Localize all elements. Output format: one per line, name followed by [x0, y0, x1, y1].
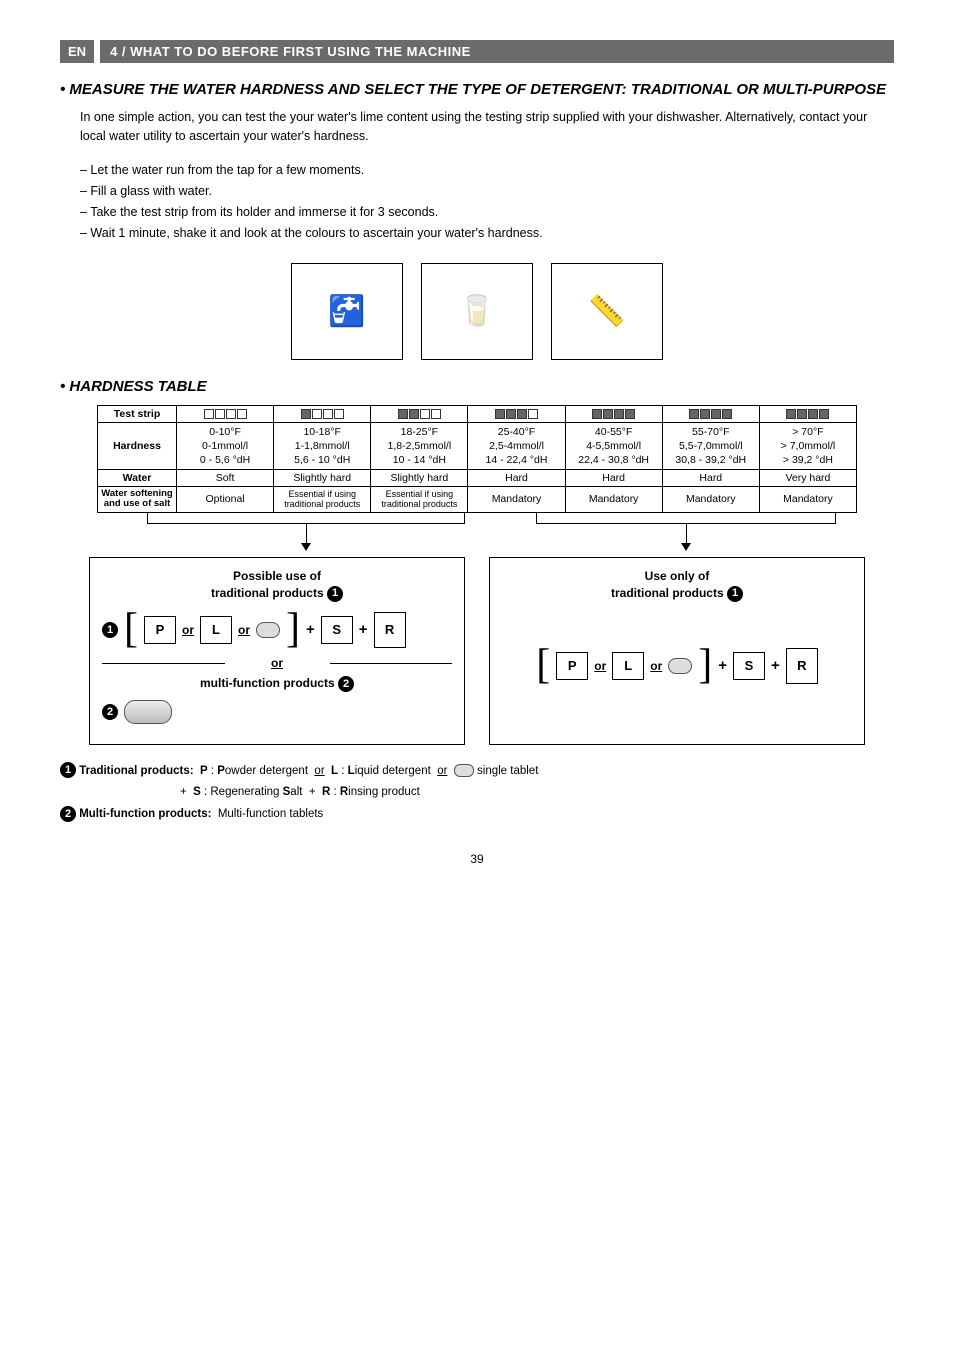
- circled-2-icon: 2: [60, 806, 76, 822]
- soft-cell: Essential if using traditional products: [371, 487, 468, 513]
- tap-icon: 🚰: [291, 263, 403, 360]
- soft-cell: Essential if using traditional products: [274, 487, 371, 513]
- table-row-softening: Water softening and use of salt Optional…: [98, 487, 857, 513]
- row-label: Water softening and use of salt: [98, 487, 177, 513]
- box-title: Possible use of traditional products 1: [102, 568, 452, 602]
- hardness-cell: 40-55°F4-5,5mmol/l22,4 - 30,8 °dH: [565, 422, 662, 470]
- section-header: EN 4 / WHAT TO DO BEFORE FIRST USING THE…: [60, 40, 894, 63]
- step: – Wait 1 minute, shake it and look at th…: [80, 223, 894, 244]
- circled-2-icon: 2: [338, 676, 354, 692]
- salt-icon: S: [733, 652, 765, 680]
- hardness-table: Test strip Hardness 0-10°F0-1mmol/l0 - 5…: [97, 405, 857, 513]
- row-label: Water: [98, 470, 177, 487]
- hardness-cell: 25-40°F2,5-4mmol/l14 - 22,4 °dH: [468, 422, 565, 470]
- strip-2: [371, 405, 468, 422]
- arrow-connectors: [97, 513, 857, 553]
- traditional-line: 1 [ P or L or ] + S + R: [102, 612, 452, 648]
- hardness-cell: 18-25°F1,8-2,5mmol/l10 - 14 °dH: [371, 422, 468, 470]
- tablet-icon: [256, 622, 280, 638]
- section-title-bar: 4 / WHAT TO DO BEFORE FIRST USING THE MA…: [100, 40, 894, 63]
- strip-3: [468, 405, 565, 422]
- salt-icon: S: [321, 616, 353, 644]
- traditional-line: [ P or L or ] + S + R: [502, 648, 852, 684]
- soft-cell: Mandatory: [468, 487, 565, 513]
- product-boxes: Possible use of traditional products 1 1…: [60, 557, 894, 745]
- or-text: or: [650, 659, 662, 673]
- step: – Take the test strip from its holder an…: [80, 202, 894, 223]
- plus-icon: +: [718, 657, 727, 674]
- or-text: or: [238, 623, 250, 637]
- circled-2-icon: 2: [102, 704, 118, 720]
- step: – Fill a glass with water.: [80, 181, 894, 202]
- soft-cell: Mandatory: [662, 487, 759, 513]
- measure-heading: • MEASURE THE WATER HARDNESS AND SELECT …: [60, 81, 894, 98]
- box-title: Use only of traditional products 1: [502, 568, 852, 602]
- hardness-heading: • HARDNESS TABLE: [60, 378, 894, 395]
- water-cell: Slightly hard: [274, 470, 371, 487]
- bracket-icon: [: [536, 649, 550, 683]
- water-cell: Hard: [565, 470, 662, 487]
- soft-cell: Optional: [177, 487, 274, 513]
- glass-icon: 🥛: [421, 263, 533, 360]
- strip-icon: 📏: [551, 263, 663, 360]
- circled-1-icon: 1: [327, 586, 343, 602]
- liquid-icon: L: [612, 652, 644, 680]
- hardness-cell: 0-10°F0-1mmol/l0 - 5,6 °dH: [177, 422, 274, 470]
- tablet-icon: [668, 658, 692, 674]
- soft-cell: Mandatory: [759, 487, 856, 513]
- illustration-row: 🚰 🥛 📏: [60, 263, 894, 360]
- or-text: or: [594, 659, 606, 673]
- hardness-cell: > 70°F> 7,0mmol/l> 39,2 °dH: [759, 422, 856, 470]
- use-only-box: Use only of traditional products 1 [ P o…: [489, 557, 865, 745]
- strip-5: [662, 405, 759, 422]
- bracket-icon: [: [124, 613, 138, 647]
- table-row-strip: Test strip: [98, 405, 857, 422]
- multi-line: 2: [102, 700, 452, 724]
- hardness-cell: 55-70°F5,5-7,0mmol/l30,8 - 39,2 °dH: [662, 422, 759, 470]
- intro-paragraph: In one simple action, you can test the y…: [80, 108, 894, 146]
- row-label: Hardness: [98, 422, 177, 470]
- step: – Let the water run from the tap for a f…: [80, 160, 894, 181]
- table-row-hardness: Hardness 0-10°F0-1mmol/l0 - 5,6 °dH 10-1…: [98, 422, 857, 470]
- strip-1: [274, 405, 371, 422]
- bracket-icon: ]: [698, 649, 712, 683]
- strip-6: [759, 405, 856, 422]
- multi-label: multi-function products 2: [102, 676, 452, 692]
- bracket-icon: ]: [286, 613, 300, 647]
- possible-use-box: Possible use of traditional products 1 1…: [89, 557, 465, 745]
- circled-1-icon: 1: [727, 586, 743, 602]
- steps-list: – Let the water run from the tap for a f…: [80, 160, 894, 245]
- water-cell: Very hard: [759, 470, 856, 487]
- plus-icon: +: [359, 621, 368, 638]
- page-number: 39: [60, 852, 894, 866]
- or-divider: or: [102, 656, 452, 670]
- water-cell: Soft: [177, 470, 274, 487]
- legend-line-2: + S : Regenerating Salt + R : Rinsing pr…: [180, 782, 894, 804]
- strip-4: [565, 405, 662, 422]
- or-text: or: [182, 623, 194, 637]
- powder-icon: P: [556, 652, 588, 680]
- water-cell: Hard: [662, 470, 759, 487]
- strip-0: [177, 405, 274, 422]
- table-row-water: Water Soft Slightly hard Slightly hard H…: [98, 470, 857, 487]
- rinse-icon: R: [374, 612, 406, 648]
- plus-icon: +: [771, 657, 780, 674]
- circled-1-icon: 1: [60, 762, 76, 778]
- liquid-icon: L: [200, 616, 232, 644]
- water-cell: Slightly hard: [371, 470, 468, 487]
- hardness-cell: 10-18°F1-1,8mmol/l5,6 - 10 °dH: [274, 422, 371, 470]
- powder-icon: P: [144, 616, 176, 644]
- tablet-icon: [454, 764, 474, 777]
- soft-cell: Mandatory: [565, 487, 662, 513]
- multi-tablet-icon: [124, 700, 172, 724]
- circled-1-icon: 1: [102, 622, 118, 638]
- rinse-icon: R: [786, 648, 818, 684]
- lang-badge: EN: [60, 40, 94, 63]
- legend-line-3: 2 Multi-function products: Multi-functio…: [60, 804, 894, 826]
- legend: 1 Traditional products: P : Powder deter…: [60, 761, 894, 827]
- water-cell: Hard: [468, 470, 565, 487]
- legend-line-1: 1 Traditional products: P : Powder deter…: [60, 761, 894, 783]
- plus-icon: +: [306, 621, 315, 638]
- row-label: Test strip: [98, 405, 177, 422]
